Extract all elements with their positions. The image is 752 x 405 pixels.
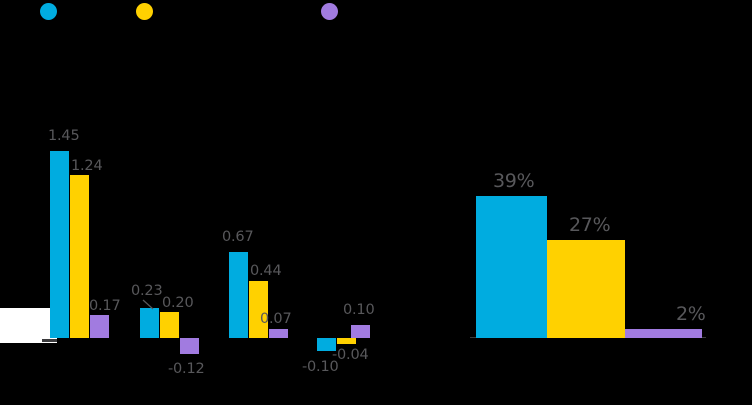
- bar-g4-series2[interactable]: [337, 338, 356, 344]
- bar-label-g2-series3: -0.12: [168, 361, 205, 377]
- legend-dot-series-2[interactable]: [136, 3, 153, 20]
- leader-line-g2-series1: [142, 299, 154, 310]
- bar-g1-series3[interactable]: [90, 315, 109, 338]
- bar-g3-series2[interactable]: [249, 281, 268, 338]
- bar-label-g1-series3: 0.17: [89, 298, 121, 314]
- bar-label-g3-series1: 0.67: [222, 229, 254, 245]
- bar-g2-series2[interactable]: [160, 312, 179, 338]
- bar-label-g3-series3: 0.07: [260, 311, 292, 327]
- bar-label-g2-series1: 0.23: [131, 283, 163, 299]
- bar-g4-series3[interactable]: [351, 325, 370, 338]
- bar-label-g4-series1: -0.10: [302, 359, 339, 375]
- bar-label-right-series3: 2%: [676, 303, 706, 325]
- bar-right-series1[interactable]: [476, 196, 547, 338]
- bar-label-right-series1: 39%: [493, 170, 535, 192]
- bar-label-g4-series3: 0.10: [343, 302, 375, 318]
- bar-g1-series2[interactable]: [70, 175, 89, 338]
- bar-label-right-series2: 27%: [569, 214, 611, 236]
- bar-label-g1-series1: 1.45: [48, 128, 80, 144]
- bar-g1-series1[interactable]: [50, 151, 69, 338]
- bar-label-g1-series2: 1.24: [71, 158, 103, 174]
- bar-label-g3-series2: 0.44: [250, 263, 282, 279]
- legend-dot-series-3[interactable]: [321, 3, 338, 20]
- legend-dot-series-1[interactable]: [40, 3, 57, 20]
- bar-label-g4-series2: -0.04: [332, 347, 369, 363]
- bar-g2-series1[interactable]: [140, 308, 159, 338]
- bar-right-series2[interactable]: [547, 240, 625, 338]
- left-axis-plate: [0, 308, 57, 343]
- bar-right-series3[interactable]: [625, 329, 702, 338]
- bar-g4-series1[interactable]: [317, 338, 336, 351]
- left-axis-baseline-stub: [42, 339, 57, 342]
- bar-label-g2-series2: 0.20: [162, 295, 194, 311]
- bar-g2-series3[interactable]: [180, 338, 199, 354]
- bar-g3-series3[interactable]: [269, 329, 288, 338]
- bar-g3-series1[interactable]: [229, 252, 248, 338]
